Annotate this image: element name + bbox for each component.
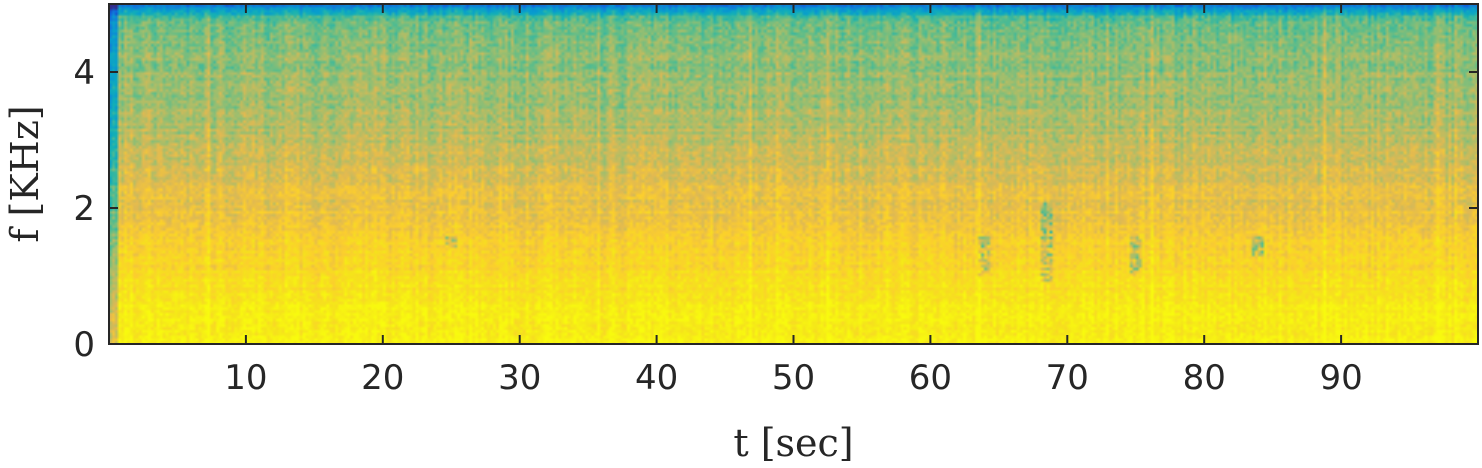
- x-axis-ticks: 10 20 30 40 50 60 70 80 90: [224, 4, 1363, 398]
- spectrogram-image: [109, 4, 1478, 344]
- x-tick-label: 70: [1046, 358, 1089, 398]
- y-axis-label: f [KHz]: [3, 105, 47, 242]
- x-tick-label: 80: [1183, 358, 1226, 398]
- x-tick-label: 60: [909, 358, 952, 398]
- x-tick-label: 90: [1319, 358, 1362, 398]
- y-tick-label: 2: [73, 189, 95, 229]
- x-tick-label: 40: [635, 358, 678, 398]
- plot-area: [109, 4, 1478, 344]
- x-tick-label: 30: [498, 358, 541, 398]
- x-tick-label: 20: [361, 358, 404, 398]
- x-tick-label: 50: [772, 358, 815, 398]
- y-axis-ticks: 0 2 4: [73, 53, 1478, 365]
- y-tick-label: 0: [73, 325, 95, 365]
- x-tick-label: 10: [224, 358, 267, 398]
- x-axis-label: t [sec]: [733, 421, 853, 465]
- y-tick-label: 4: [73, 53, 95, 93]
